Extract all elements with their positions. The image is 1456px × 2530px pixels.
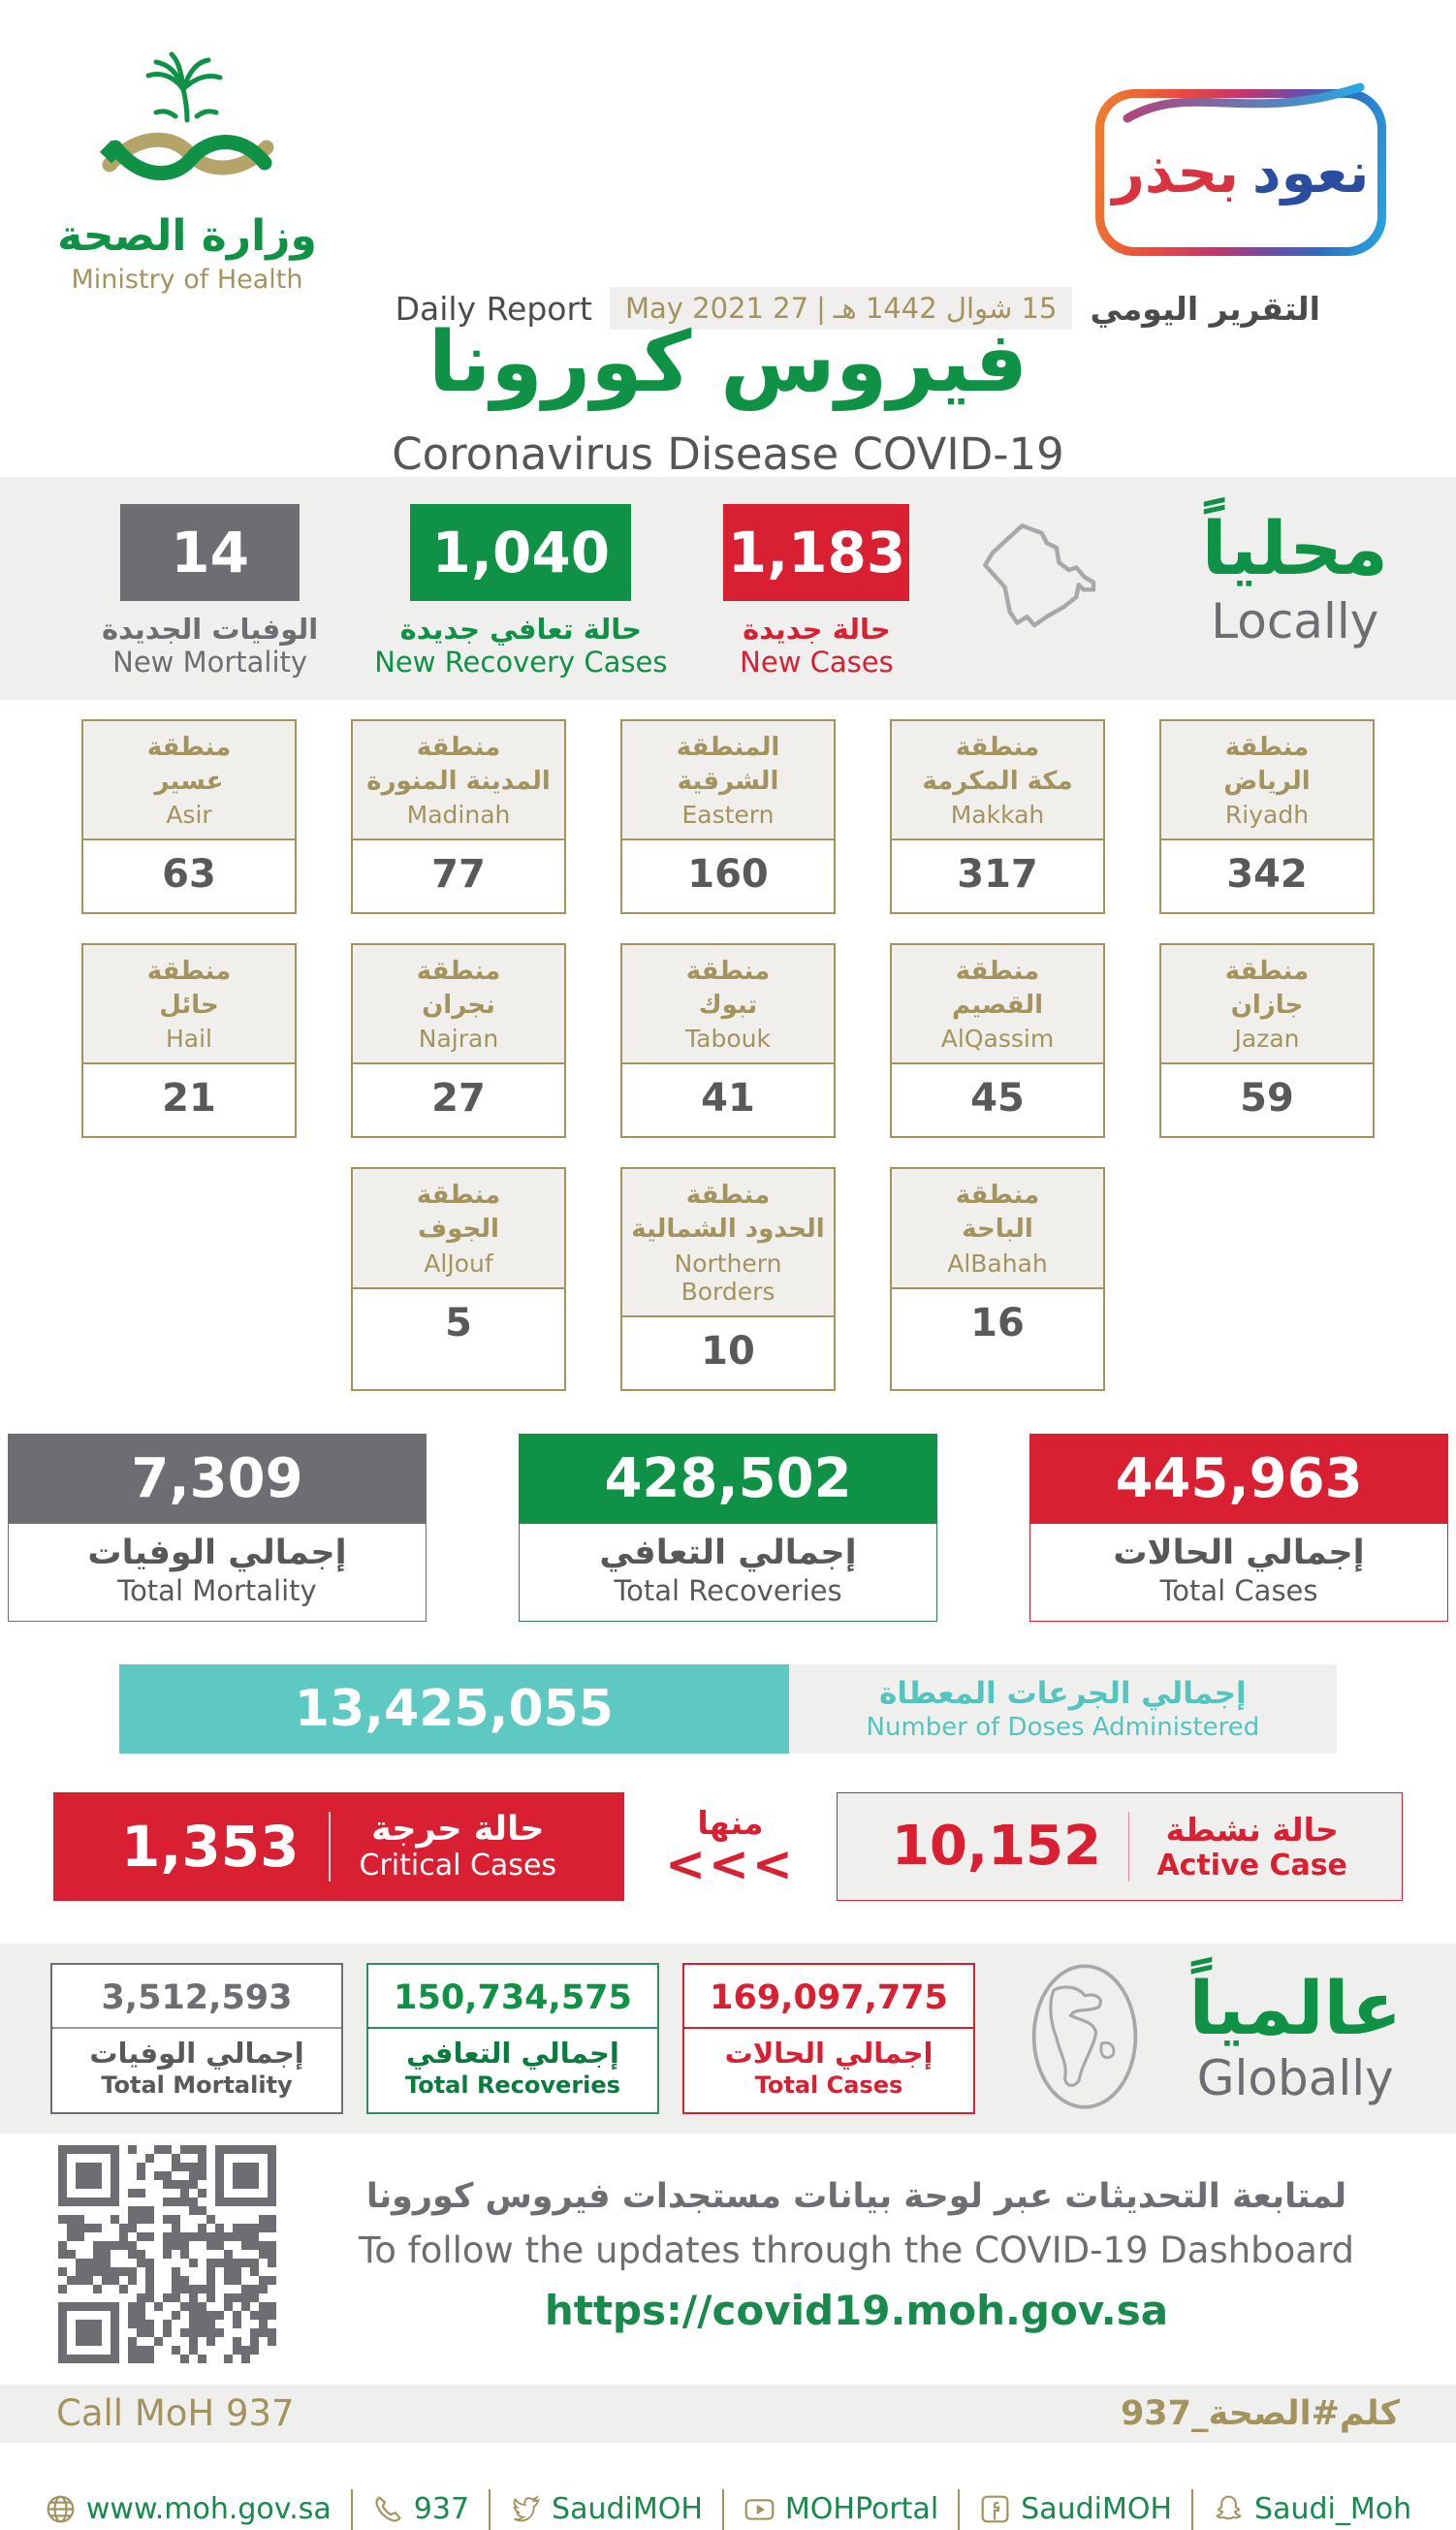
total-cases-card: 445,963 إجمالي الحالات Total Cases xyxy=(1029,1433,1448,1622)
active-cases-box: 10,152 حالة نشطة Active Case xyxy=(836,1791,1403,1901)
date-box: 15 شوال 1442 هـ|27 May 2021 xyxy=(609,287,1073,330)
page-title-arabic: فيروس كورونا xyxy=(427,314,1029,411)
facebook-icon xyxy=(981,2495,1009,2523)
page-title-english: Coronavirus Disease COVID-19 xyxy=(392,428,1064,480)
region-card-asir: منطقة عسير Asir 63 xyxy=(81,719,297,915)
region-card-jazan: منطقة جازان Jazan 59 xyxy=(1159,943,1375,1139)
new-mortality-stat: 14 الوفيات الجديدة New Mortality xyxy=(102,504,318,679)
doses-label: إجمالي الجرعات المعطاة Number of Doses A… xyxy=(788,1663,1337,1754)
globally-title: عالمياً Globally xyxy=(1188,1964,1402,2107)
return-with-caution-badge: نعود بحذر xyxy=(1095,82,1386,256)
date-row: التقرير اليومي 15 شوال 1442 هـ|27 May 20… xyxy=(396,287,1320,330)
moh-logo-english: Ministry of Health xyxy=(71,265,303,295)
footer-youtube[interactable]: MOHPortal xyxy=(744,2492,938,2526)
phone-icon xyxy=(375,2496,401,2522)
locally-title: محلياً Locally xyxy=(1201,505,1388,649)
daily-report-label-en: Daily Report xyxy=(395,289,592,328)
qr-code xyxy=(58,2144,276,2367)
locally-stats-band: 14 الوفيات الجديدة New Mortality 1,040 ح… xyxy=(0,477,1456,700)
new-recovery-stat: 1,040 حالة تعافي جديدة New Recovery Case… xyxy=(374,504,667,679)
footer-snapchat[interactable]: Saudi_Moh xyxy=(1213,2492,1411,2526)
globe-icon xyxy=(47,2495,75,2523)
doses-value: 13,425,055 xyxy=(119,1663,789,1754)
twitter-icon xyxy=(513,2495,540,2522)
total-recoveries-card: 428,502 إجمالي التعافي Total Recoveries xyxy=(519,1433,937,1622)
critical-cases-box: 1,353 حالة حرجة Critical Cases xyxy=(53,1791,625,1901)
dashboard-section: لمتابعة التحديثات عبر لوحة بيانات مستجدا… xyxy=(0,2134,1456,2367)
region-card-tabouk: منطقة تبوك Tabouk 41 xyxy=(620,943,836,1139)
footer-phone[interactable]: 937 xyxy=(372,2492,469,2526)
badge-word-right: نعود xyxy=(1251,140,1370,206)
dashboard-url-link[interactable]: https://covid19.moh.gov.sa xyxy=(544,2287,1169,2335)
call-band: Call MoH 937 كلم#الصحة_937 xyxy=(0,2384,1456,2443)
region-card-makkah: منطقة مكة المكرمة Makkah 317 xyxy=(890,719,1105,915)
region-card-riyadh: منطقة الرياض Riyadh 342 xyxy=(1159,719,1375,915)
daily-report-label-ar: التقرير اليومي xyxy=(1090,289,1320,328)
local-totals-row: 7,309 إجمالي الوفيات Total Mortality 428… xyxy=(0,1433,1456,1622)
region-card-northern-borders: منطقة الحدود الشمالية Northern Borders 10 xyxy=(620,1167,836,1391)
left-arrows-icon: <<< xyxy=(665,1836,796,1893)
regions-grid: منطقة الرياض Riyadh 342 منطقة مكة المكرمة … xyxy=(0,719,1456,1391)
new-recovery-value: 1,040 xyxy=(410,504,632,601)
badge-text: نعود بحذر xyxy=(1104,98,1377,247)
region-card-albahah: منطقة الباحة AlBahah 16 xyxy=(890,1167,1105,1391)
total-mortality-card: 7,309 إجمالي الوفيات Total Mortality xyxy=(8,1433,427,1622)
new-cases-value: 1,183 xyxy=(723,504,910,601)
footer-website[interactable]: www.moh.gov.sa xyxy=(45,2492,332,2526)
badge-swoosh-icon xyxy=(1123,82,1365,123)
globally-stats-band: 3,512,593 إجمالي الوفيات Total Mortality… xyxy=(0,1943,1456,2134)
global-mortality-card: 3,512,593 إجمالي الوفيات Total Mortality xyxy=(50,1962,343,2114)
region-card-aljouf: منطقة الجوف AlJouf 5 xyxy=(351,1167,566,1391)
call-moh-label: Call MoH 937 xyxy=(56,2392,295,2435)
critical-active-row: 1,353 حالة حرجة Critical Cases منها <<< … xyxy=(53,1791,1403,1901)
region-card-hail: منطقة حائل Hail 21 xyxy=(81,943,297,1139)
footer-facebook[interactable]: SaudiMOH xyxy=(979,2492,1172,2526)
saudi-map-icon xyxy=(965,506,1125,670)
snapchat-icon xyxy=(1216,2495,1242,2520)
dashboard-note-en: To follow the updates through the COVID-… xyxy=(358,2230,1355,2272)
new-cases-stat: 1,183 حالة جديدة New Cases xyxy=(723,504,910,679)
global-recoveries-card: 150,734,575 إجمالي التعافي Total Recover… xyxy=(366,1962,659,2114)
region-card-eastern: المنطقة الشرقية Eastern 160 xyxy=(620,719,836,915)
date-gregorian: 27 May 2021 xyxy=(624,292,809,325)
footer-contact-bar: www.moh.gov.sa 937 SaudiMOH MOHPortal Sa… xyxy=(0,2488,1456,2530)
moh-logo-arabic: وزارة الصحة xyxy=(57,211,317,261)
youtube-icon xyxy=(744,2499,775,2520)
region-card-alqassim: منطقة القصيم AlQassim 45 xyxy=(890,943,1105,1139)
report-header: وزارة الصحة Ministry of Health نعود بحذر… xyxy=(0,0,1456,480)
globe-icon xyxy=(1012,1959,1157,2118)
region-card-madinah: منطقة المدينة المنورة Madinah 77 xyxy=(351,719,566,915)
footer-twitter[interactable]: SaudiMOH xyxy=(510,2492,703,2526)
badge-word-left: بحذر xyxy=(1112,140,1239,206)
new-mortality-value: 14 xyxy=(120,504,301,601)
region-card-najran: منطقة نجران Najran 27 xyxy=(351,943,566,1139)
moh-logo-icon xyxy=(99,51,274,181)
doses-bar: 13,425,055 إجمالي الجرعات المعطاة Number… xyxy=(119,1663,1337,1754)
global-cases-card: 169,097,775 إجمالي الحالات Total Cases xyxy=(682,1962,975,2114)
moh-logo: وزارة الصحة Ministry of Health xyxy=(47,50,328,295)
of-them-indicator: منها <<< xyxy=(665,1804,796,1893)
date-hijri: 15 شوال 1442 هـ xyxy=(833,292,1058,325)
call-hashtag-label: كلم#الصحة_937 xyxy=(1120,2393,1400,2433)
dashboard-note-ar: لمتابعة التحديثات عبر لوحة بيانات مستجدا… xyxy=(365,2177,1347,2217)
